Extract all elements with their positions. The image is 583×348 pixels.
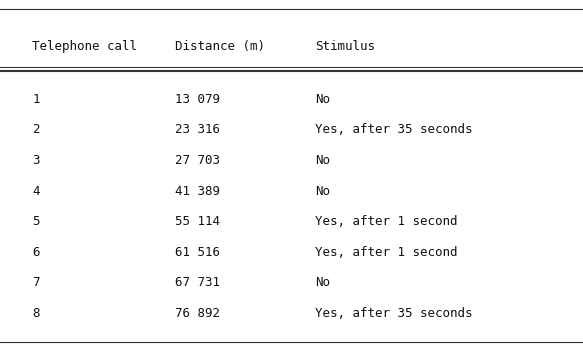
Text: 55 114: 55 114	[175, 215, 220, 228]
Text: Yes, after 35 seconds: Yes, after 35 seconds	[315, 123, 472, 136]
Text: 61 516: 61 516	[175, 246, 220, 259]
Text: 27 703: 27 703	[175, 154, 220, 167]
Text: No: No	[315, 276, 330, 290]
Text: 41 389: 41 389	[175, 184, 220, 198]
Text: 3: 3	[32, 154, 40, 167]
Text: 7: 7	[32, 276, 40, 290]
Text: No: No	[315, 93, 330, 106]
Text: Telephone call: Telephone call	[32, 40, 137, 54]
Text: No: No	[315, 154, 330, 167]
Text: 23 316: 23 316	[175, 123, 220, 136]
Text: Yes, after 1 second: Yes, after 1 second	[315, 215, 457, 228]
Text: No: No	[315, 184, 330, 198]
Text: Yes, after 1 second: Yes, after 1 second	[315, 246, 457, 259]
Text: Stimulus: Stimulus	[315, 40, 375, 54]
Text: 6: 6	[32, 246, 40, 259]
Text: Distance (m): Distance (m)	[175, 40, 265, 54]
Text: 13 079: 13 079	[175, 93, 220, 106]
Text: Yes, after 35 seconds: Yes, after 35 seconds	[315, 307, 472, 320]
Text: 2: 2	[32, 123, 40, 136]
Text: 76 892: 76 892	[175, 307, 220, 320]
Text: 1: 1	[32, 93, 40, 106]
Text: 5: 5	[32, 215, 40, 228]
Text: 8: 8	[32, 307, 40, 320]
Text: 67 731: 67 731	[175, 276, 220, 290]
Text: 4: 4	[32, 184, 40, 198]
